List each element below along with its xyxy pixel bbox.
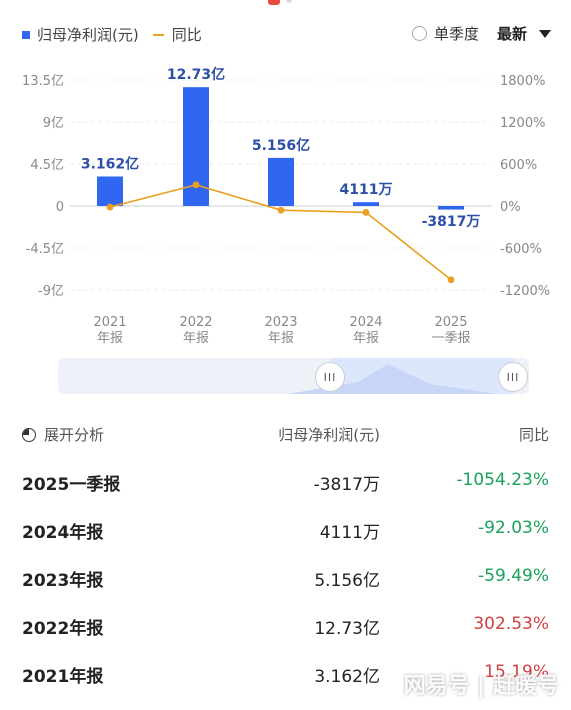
range-slider-preview — [288, 364, 498, 394]
category-type-label: 年报 — [183, 331, 209, 346]
yoy-point — [277, 206, 285, 214]
table-header: 展开分析 归母净利润(元) 同比 — [0, 424, 571, 448]
left-axis-tick: 0 — [56, 200, 64, 215]
profit-bar — [268, 157, 294, 206]
right-axis-tick: 0% — [500, 200, 521, 215]
period-cell: 2024年报 — [22, 523, 104, 543]
bar-data-label: 3.162亿 — [81, 155, 139, 172]
chevron-down-icon[interactable] — [539, 29, 551, 38]
profit-cell: 5.156亿 — [314, 571, 380, 591]
bar-data-label: 4111万 — [340, 182, 393, 198]
bar-legend-swatch — [22, 30, 30, 39]
profit-column-header: 归母净利润(元) — [278, 426, 380, 444]
pie-chart-icon — [22, 427, 36, 442]
profit-cell: -3817万 — [313, 475, 380, 495]
yoy-point — [362, 209, 370, 216]
right-axis-tick: 1800% — [500, 74, 545, 89]
left-axis-tick: 4.5亿 — [30, 158, 64, 173]
quarterly-label[interactable]: 单季度 — [433, 25, 479, 43]
range-slider-right-handle[interactable]: III — [498, 362, 528, 392]
category-type-label: 年报 — [353, 331, 379, 346]
range-slider[interactable] — [58, 358, 529, 394]
category-year-label: 2022 — [179, 315, 212, 330]
right-axis-tick: 1200% — [500, 116, 545, 131]
page-indicator — [268, 0, 298, 8]
range-slider-left-handle[interactable]: III — [315, 362, 345, 392]
bar-data-label: 12.73亿 — [167, 66, 225, 83]
sort-dropdown[interactable]: 最新 — [496, 25, 527, 43]
yoy-cell: -92.03% — [478, 518, 549, 538]
expand-analysis-button[interactable]: 展开分析 — [22, 424, 104, 445]
profit-bar — [97, 176, 123, 206]
period-cell: 2021年报 — [22, 667, 104, 687]
profit-bar — [353, 202, 379, 206]
watermark: 网易号 | 赶暖号 — [403, 674, 559, 699]
yoy-point — [106, 203, 114, 211]
chart-legend: 归母净利润(元) 同比 — [22, 24, 202, 45]
category-year-label: 2021 — [93, 315, 126, 330]
line-legend-label: 同比 — [171, 26, 202, 44]
category-type-label: 年报 — [268, 331, 294, 346]
right-axis-tick: -600% — [500, 242, 542, 257]
chart-controls: 单季度 最新 — [411, 23, 551, 44]
table-row[interactable]: 2022年报 12.73亿 302.53% — [0, 614, 571, 644]
table-row[interactable]: 2025一季报 -3817万 -1054.23% — [0, 470, 571, 500]
profit-chart: 13.5亿 9亿 4.5亿 0 -4.5亿 -9亿 1800% 1200% 600% 0% -600… — [22, 66, 550, 346]
yoy-cell: 15.19% — [484, 662, 549, 682]
period-cell: 2025一季报 — [22, 475, 121, 495]
period-cell: 2023年报 — [22, 571, 104, 591]
left-axis-tick: 13.5亿 — [22, 74, 64, 89]
table-row[interactable]: 2023年报 5.156亿 -59.49% — [0, 566, 571, 596]
table-row[interactable]: 2024年报 4111万 -92.03% — [0, 518, 571, 548]
category-year-label: 2024 — [349, 315, 382, 330]
table-row[interactable]: 2021年报 3.162亿 15.19% — [0, 662, 571, 692]
quarterly-radio[interactable] — [411, 26, 427, 41]
bar-legend-label: 归母净利润(元) — [37, 26, 139, 44]
right-axis-tick: 600% — [500, 158, 537, 173]
bar-data-label: -3817万 — [422, 214, 481, 230]
bar-data-label: 5.156亿 — [252, 137, 310, 154]
right-axis-tick: -1200% — [500, 284, 550, 299]
profit-cell: 12.73亿 — [314, 619, 380, 639]
category-type-label: 年报 — [97, 331, 123, 346]
profit-bar — [438, 206, 464, 210]
profit-cell: 3.162亿 — [314, 667, 380, 687]
category-type-label: 一季报 — [431, 331, 470, 346]
left-axis-tick: 9亿 — [43, 116, 64, 131]
expand-analysis-label: 展开分析 — [44, 426, 105, 444]
yoy-point — [192, 181, 200, 189]
yoy-cell: 302.53% — [473, 614, 549, 634]
period-cell: 2022年报 — [22, 619, 104, 639]
yoy-cell: -1054.23% — [456, 470, 549, 490]
yoy-cell: -59.49% — [478, 566, 549, 586]
yoy-column-header: 同比 — [518, 426, 549, 444]
profit-cell: 4111万 — [319, 523, 380, 543]
category-year-label: 2025 — [434, 315, 467, 330]
left-axis-tick: -9亿 — [38, 284, 64, 299]
left-axis-tick: -4.5亿 — [26, 242, 64, 257]
line-legend-swatch — [152, 33, 164, 36]
yoy-point — [447, 276, 455, 284]
category-year-label: 2023 — [264, 315, 297, 330]
